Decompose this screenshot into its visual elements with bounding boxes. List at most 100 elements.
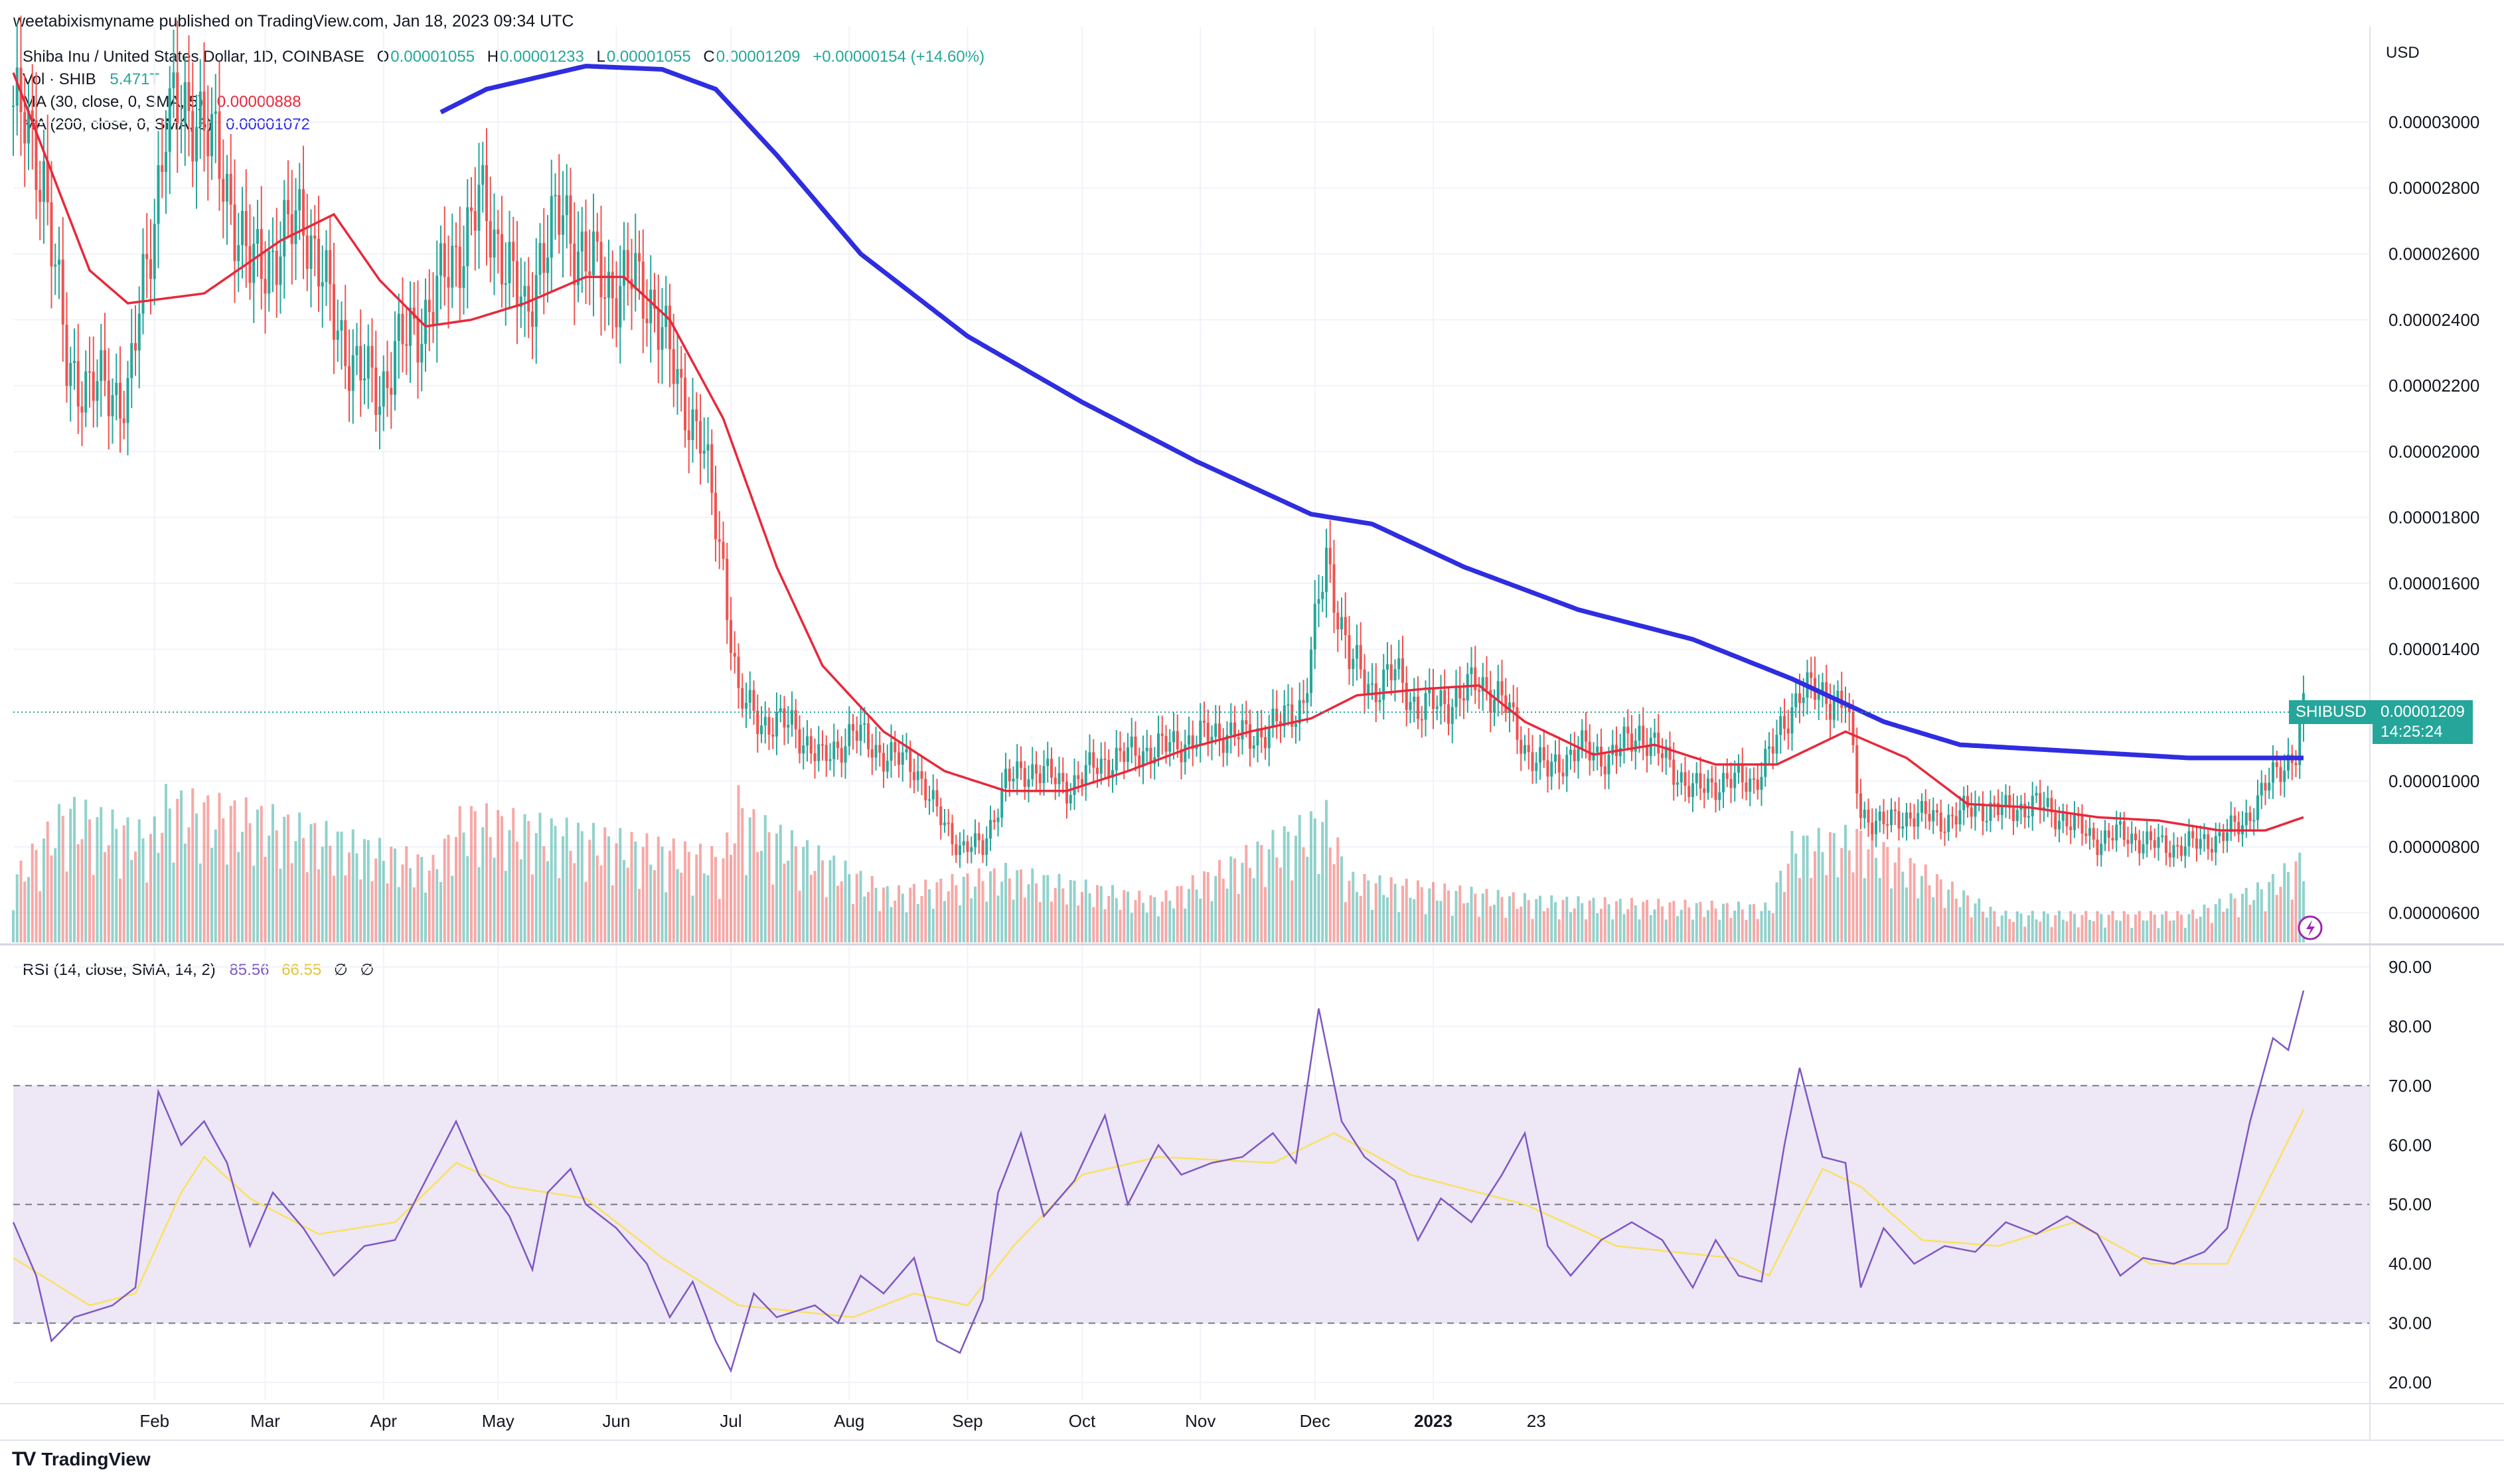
volume-bar — [2126, 914, 2130, 942]
candle-body — [763, 717, 767, 726]
volume-bar — [726, 832, 729, 942]
candle-body — [985, 838, 988, 855]
candle-body — [565, 195, 568, 216]
price-tick-label: 0.00002400 — [2388, 310, 2479, 330]
candle-body — [855, 731, 858, 741]
candle-body — [46, 161, 49, 202]
volume-bar — [2210, 923, 2214, 942]
candle-body — [1477, 690, 1481, 692]
candle-body — [1500, 681, 1504, 696]
candle-body — [519, 296, 522, 307]
volume-bar — [2149, 911, 2153, 942]
candle-body — [451, 246, 454, 288]
candle-body — [874, 745, 878, 758]
candle-body — [744, 702, 748, 709]
candle-body — [374, 367, 378, 415]
candle-body — [848, 724, 851, 747]
candle-body — [1863, 810, 1866, 818]
candle-body — [558, 194, 561, 235]
volume-bar — [1680, 909, 1683, 942]
volume-bar — [1733, 911, 1737, 942]
volume-bar — [996, 895, 1000, 942]
volume-bar — [76, 844, 80, 942]
candle-body — [103, 350, 107, 381]
candle-body — [1882, 811, 1885, 824]
volume-bar — [153, 816, 156, 942]
volume-bar — [958, 905, 962, 942]
candle-body — [1550, 761, 1553, 777]
price-tick-label: 0.00002800 — [2388, 178, 2479, 198]
candle-body — [92, 372, 95, 401]
volume-bar — [1447, 890, 1450, 942]
candle-body — [1703, 788, 1706, 793]
volume-bar — [1126, 891, 1130, 942]
candle-body — [1989, 802, 1992, 821]
volume-bar — [301, 838, 305, 942]
candle-body — [420, 344, 424, 363]
candle-body — [2225, 832, 2229, 842]
volume-bar — [534, 833, 538, 942]
volume-bar — [813, 871, 817, 942]
candle-body — [2294, 763, 2298, 765]
volume-bar — [1867, 849, 1870, 942]
candle-body — [1672, 759, 1676, 785]
volume-bar — [2237, 917, 2240, 942]
volume-bar — [1241, 862, 1244, 942]
candle-body — [775, 711, 779, 737]
volume-bar — [61, 816, 64, 942]
candle-body — [1843, 706, 1847, 708]
volume-bar — [1367, 880, 1370, 942]
volume-bar — [1752, 904, 1756, 942]
candle-body — [1352, 658, 1355, 670]
candle-body — [1095, 767, 1099, 774]
volume-bar — [848, 874, 851, 942]
candle-body — [1611, 745, 1614, 755]
candle-body — [1535, 763, 1538, 771]
volume-bar — [1214, 875, 1217, 942]
volume-bar — [1683, 899, 1687, 942]
candle-body — [1126, 747, 1130, 762]
volume-bar — [2187, 914, 2191, 942]
volume-bar — [2207, 907, 2210, 942]
candle-body — [1458, 687, 1462, 699]
candle-body — [1409, 702, 1412, 710]
candle-body — [1924, 801, 1927, 814]
legend-volume[interactable]: Vol · SHIB 5.471T — [23, 70, 161, 89]
volume-bar — [206, 795, 210, 942]
candle-body — [1981, 803, 1985, 822]
candle-body — [2279, 767, 2282, 782]
volume-bar — [46, 821, 49, 942]
volume-bar — [546, 861, 550, 942]
volume-bar — [416, 854, 420, 942]
volume-bar — [374, 858, 378, 942]
volume-bar — [1565, 897, 1569, 942]
candle-body — [897, 752, 901, 765]
candle-body — [870, 749, 874, 758]
volume-bar — [988, 871, 992, 942]
volume-bar — [634, 841, 637, 942]
rsi-tick-label: 20.00 — [2388, 1373, 2432, 1392]
volume-bar — [603, 827, 607, 942]
volume-bar — [2172, 920, 2175, 942]
candle-body — [1954, 816, 1958, 825]
candle-body — [271, 250, 275, 252]
volume-bar — [225, 864, 229, 942]
candle-body — [1439, 690, 1443, 707]
volume-bar — [2164, 911, 2168, 942]
volume-bar — [1546, 908, 1549, 942]
candle-body — [573, 244, 576, 285]
volume-bar — [2283, 863, 2286, 942]
tradingview-brand[interactable]: TV TradingView — [12, 1448, 151, 1471]
volume-bar — [729, 855, 733, 942]
candle-body — [1123, 751, 1126, 762]
volume-bar — [821, 860, 824, 942]
legend-symbol[interactable]: Shiba Inu / United States Dollar, 1D, CO… — [23, 48, 364, 66]
legend-ma200[interactable]: MA (200, close, 0, SMA, 5) 0.00001072 — [23, 115, 311, 134]
volume-bar — [1279, 867, 1283, 942]
candle-body — [1019, 761, 1023, 769]
legend-rsi[interactable]: RSI (14, close, SMA, 14, 2) 85.56 66.55 … — [23, 960, 375, 980]
candle-body — [428, 299, 431, 313]
volume-bar — [1581, 903, 1584, 942]
candle-body — [767, 717, 771, 735]
